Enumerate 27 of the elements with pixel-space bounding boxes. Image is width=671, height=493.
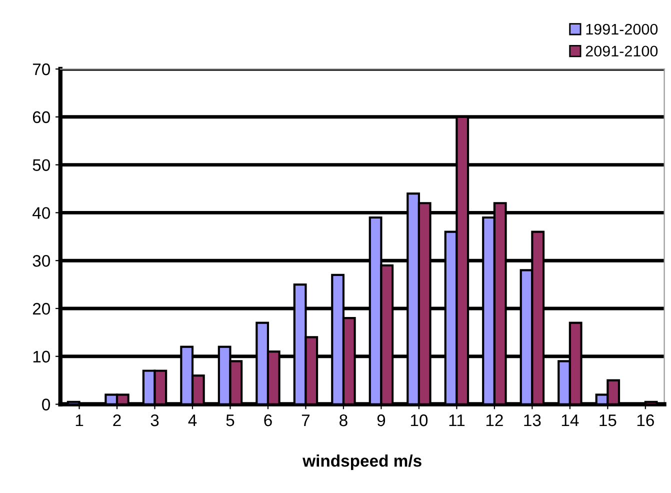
x-tick-label: 1 (76, 414, 84, 426)
y-tick-label: 30 (32, 254, 50, 267)
x-tick-label: 16 (637, 414, 654, 426)
y-tick-label: 40 (32, 207, 50, 219)
y-tick-label: 10 (33, 350, 50, 363)
x-tick-label: 6 (264, 414, 272, 426)
x-tick-label: 8 (340, 414, 348, 426)
x-tick-label: 14 (562, 414, 579, 426)
x-axis-title: windspeed m/s (302, 454, 422, 470)
x-tick-label: 9 (377, 414, 386, 426)
x-tick-label: 13 (524, 414, 541, 426)
y-tick-label: 60 (32, 111, 50, 124)
legend-label: 1991-2000 (586, 24, 658, 35)
y-tick-label: 20 (32, 302, 50, 315)
y-tick-label: 0 (42, 398, 50, 410)
y-tick-label: 70 (32, 63, 50, 76)
x-tick-label: 15 (600, 414, 616, 426)
x-tick-label: 7 (302, 414, 310, 426)
y-tick-label: 50 (32, 159, 50, 172)
x-tick-label: 5 (226, 414, 234, 426)
x-tick-label: 12 (486, 414, 503, 426)
x-tick-label: 10 (410, 414, 428, 426)
x-tick-label: 11 (449, 414, 465, 426)
x-tick-label: 4 (188, 414, 197, 426)
x-tick-label: 2 (113, 414, 121, 426)
legend-label: 2091-2100 (586, 46, 658, 57)
x-tick-label: 3 (150, 414, 159, 426)
